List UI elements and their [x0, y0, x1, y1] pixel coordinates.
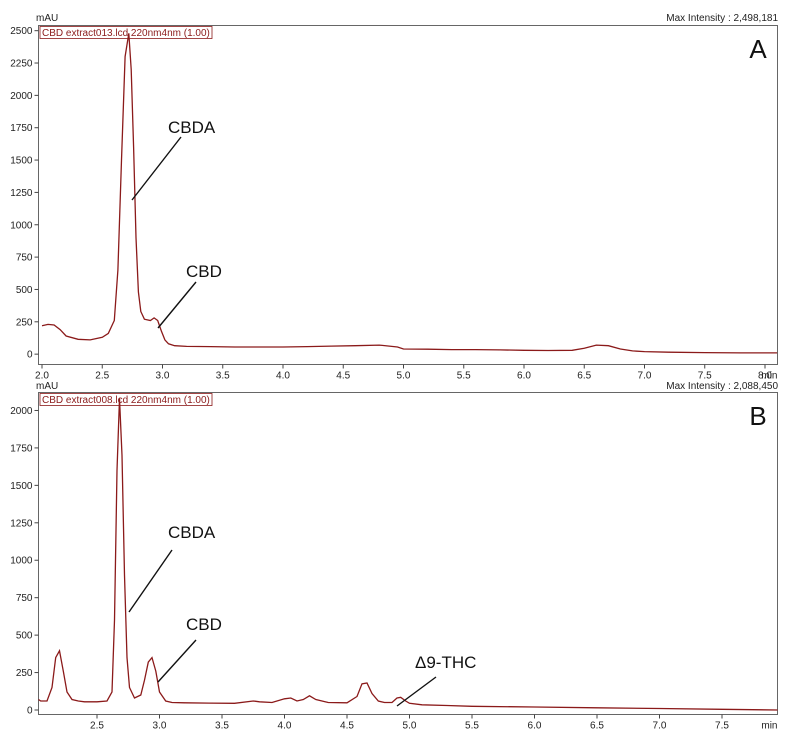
legend-box: CBD extract013.lcd 220nm4nm (1.00) [39, 26, 213, 39]
axis-ticks: 0 250 500 750 1000 1250 1500 1750 2000 2.5 3.0 3.5 4… [10, 406, 777, 732]
y-tick-label: 2000 [10, 406, 33, 417]
annotation-cbda: CBDA [128, 523, 216, 613]
x-tick-label: 7.0 [638, 371, 652, 382]
y-tick-label: 1500 [10, 156, 33, 167]
y-tick-label: 0 [27, 350, 33, 361]
x-tick-label: 4.0 [278, 721, 292, 732]
x-tick-label: 6.5 [590, 721, 604, 732]
plot-frame [38, 25, 778, 365]
y-tick-label: 250 [16, 317, 33, 328]
annotation-label: Δ9-THC [415, 653, 476, 672]
y-tick-label: 1250 [10, 518, 33, 529]
y-tick-label: 750 [16, 253, 33, 264]
x-tick-label: 7.5 [715, 721, 729, 732]
x-tick-label: 2.0 [35, 371, 49, 382]
chromatogram-trace [41, 33, 778, 354]
annotation-label: CBD [186, 615, 222, 634]
y-axis-unit: mAU [36, 381, 58, 392]
panel-a: mAU Max Intensity : 2,498,181 CBD extrac… [10, 13, 778, 382]
y-tick-label: 1500 [10, 481, 33, 492]
y-tick-label: 500 [16, 285, 33, 296]
x-tick-label: 5.0 [403, 721, 417, 732]
y-tick-label: 2250 [10, 59, 33, 70]
panel-label: A [749, 34, 767, 64]
legend-box: CBD extract008.lcd 220nm4nm (1.00) [39, 393, 213, 406]
annotation-pointer [128, 549, 173, 613]
x-tick-label: 4.0 [276, 371, 290, 382]
x-tick-label: 3.5 [215, 721, 229, 732]
y-tick-label: 2500 [10, 26, 33, 37]
x-tick-label: 8.0 [758, 371, 772, 382]
annotation-cbd: CBD [157, 262, 222, 329]
x-tick-label: 3.0 [153, 721, 167, 732]
y-tick-label: 500 [16, 631, 33, 642]
y-tick-label: 1250 [10, 188, 33, 199]
annotation-d9-thc: Δ9-THC [396, 653, 476, 707]
legend-label: CBD extract008.lcd 220nm4nm (1.00) [42, 395, 210, 406]
chromatogram-trace [38, 398, 778, 711]
x-tick-label: 2.5 [95, 371, 109, 382]
x-tick-label: 3.0 [156, 371, 170, 382]
annotation-cbda: CBDA [131, 118, 216, 201]
y-axis-unit: mAU [36, 13, 58, 24]
legend-frame [39, 393, 213, 406]
x-tick-label: 7.5 [698, 371, 712, 382]
max-intensity-label: Max Intensity : 2,498,181 [666, 13, 778, 24]
y-tick-label: 250 [16, 668, 33, 679]
y-tick-label: 1750 [10, 443, 33, 454]
x-tick-label: 2.5 [90, 721, 104, 732]
x-tick-label: 4.5 [336, 371, 350, 382]
y-tick-label: 750 [16, 593, 33, 604]
x-tick-label: 4.5 [340, 721, 354, 732]
max-intensity-label: Max Intensity : 2,088,450 [666, 381, 778, 392]
x-tick-label: 5.5 [465, 721, 479, 732]
axis-ticks: 0 250 500 750 1000 1250 1500 1750 2000 2250 2500 2.… [10, 26, 777, 381]
x-tick-label: 3.5 [216, 371, 230, 382]
x-axis-unit: min [761, 721, 777, 732]
panel-label: B [749, 401, 766, 431]
annotation-pointer [157, 281, 197, 329]
y-tick-label: 1750 [10, 123, 33, 134]
legend-label: CBD extract013.lcd 220nm4nm (1.00) [42, 28, 210, 39]
plot-frame [38, 392, 778, 715]
annotation-cbd: CBD [157, 615, 222, 683]
annotation-label: CBDA [168, 118, 216, 137]
annotation-pointer [131, 136, 182, 201]
x-tick-label: 7.0 [653, 721, 667, 732]
y-tick-label: 0 [27, 706, 33, 717]
y-tick-label: 1000 [10, 220, 33, 231]
x-tick-label: 6.5 [577, 371, 591, 382]
x-tick-label: 6.0 [517, 371, 531, 382]
annotation-pointer [396, 676, 437, 707]
annotation-label: CBD [186, 262, 222, 281]
x-axis-unit: min [761, 371, 777, 382]
y-tick-label: 2000 [10, 91, 33, 102]
annotation-label: CBDA [168, 523, 216, 542]
x-tick-label: 6.0 [528, 721, 542, 732]
y-tick-label: 1000 [10, 556, 33, 567]
x-tick-label: 5.0 [397, 371, 411, 382]
panel-b: mAU Max Intensity : 2,088,450 CBD extrac… [10, 381, 778, 732]
annotation-pointer [157, 639, 197, 683]
legend-frame [39, 26, 213, 39]
x-tick-label: 5.5 [457, 371, 471, 382]
